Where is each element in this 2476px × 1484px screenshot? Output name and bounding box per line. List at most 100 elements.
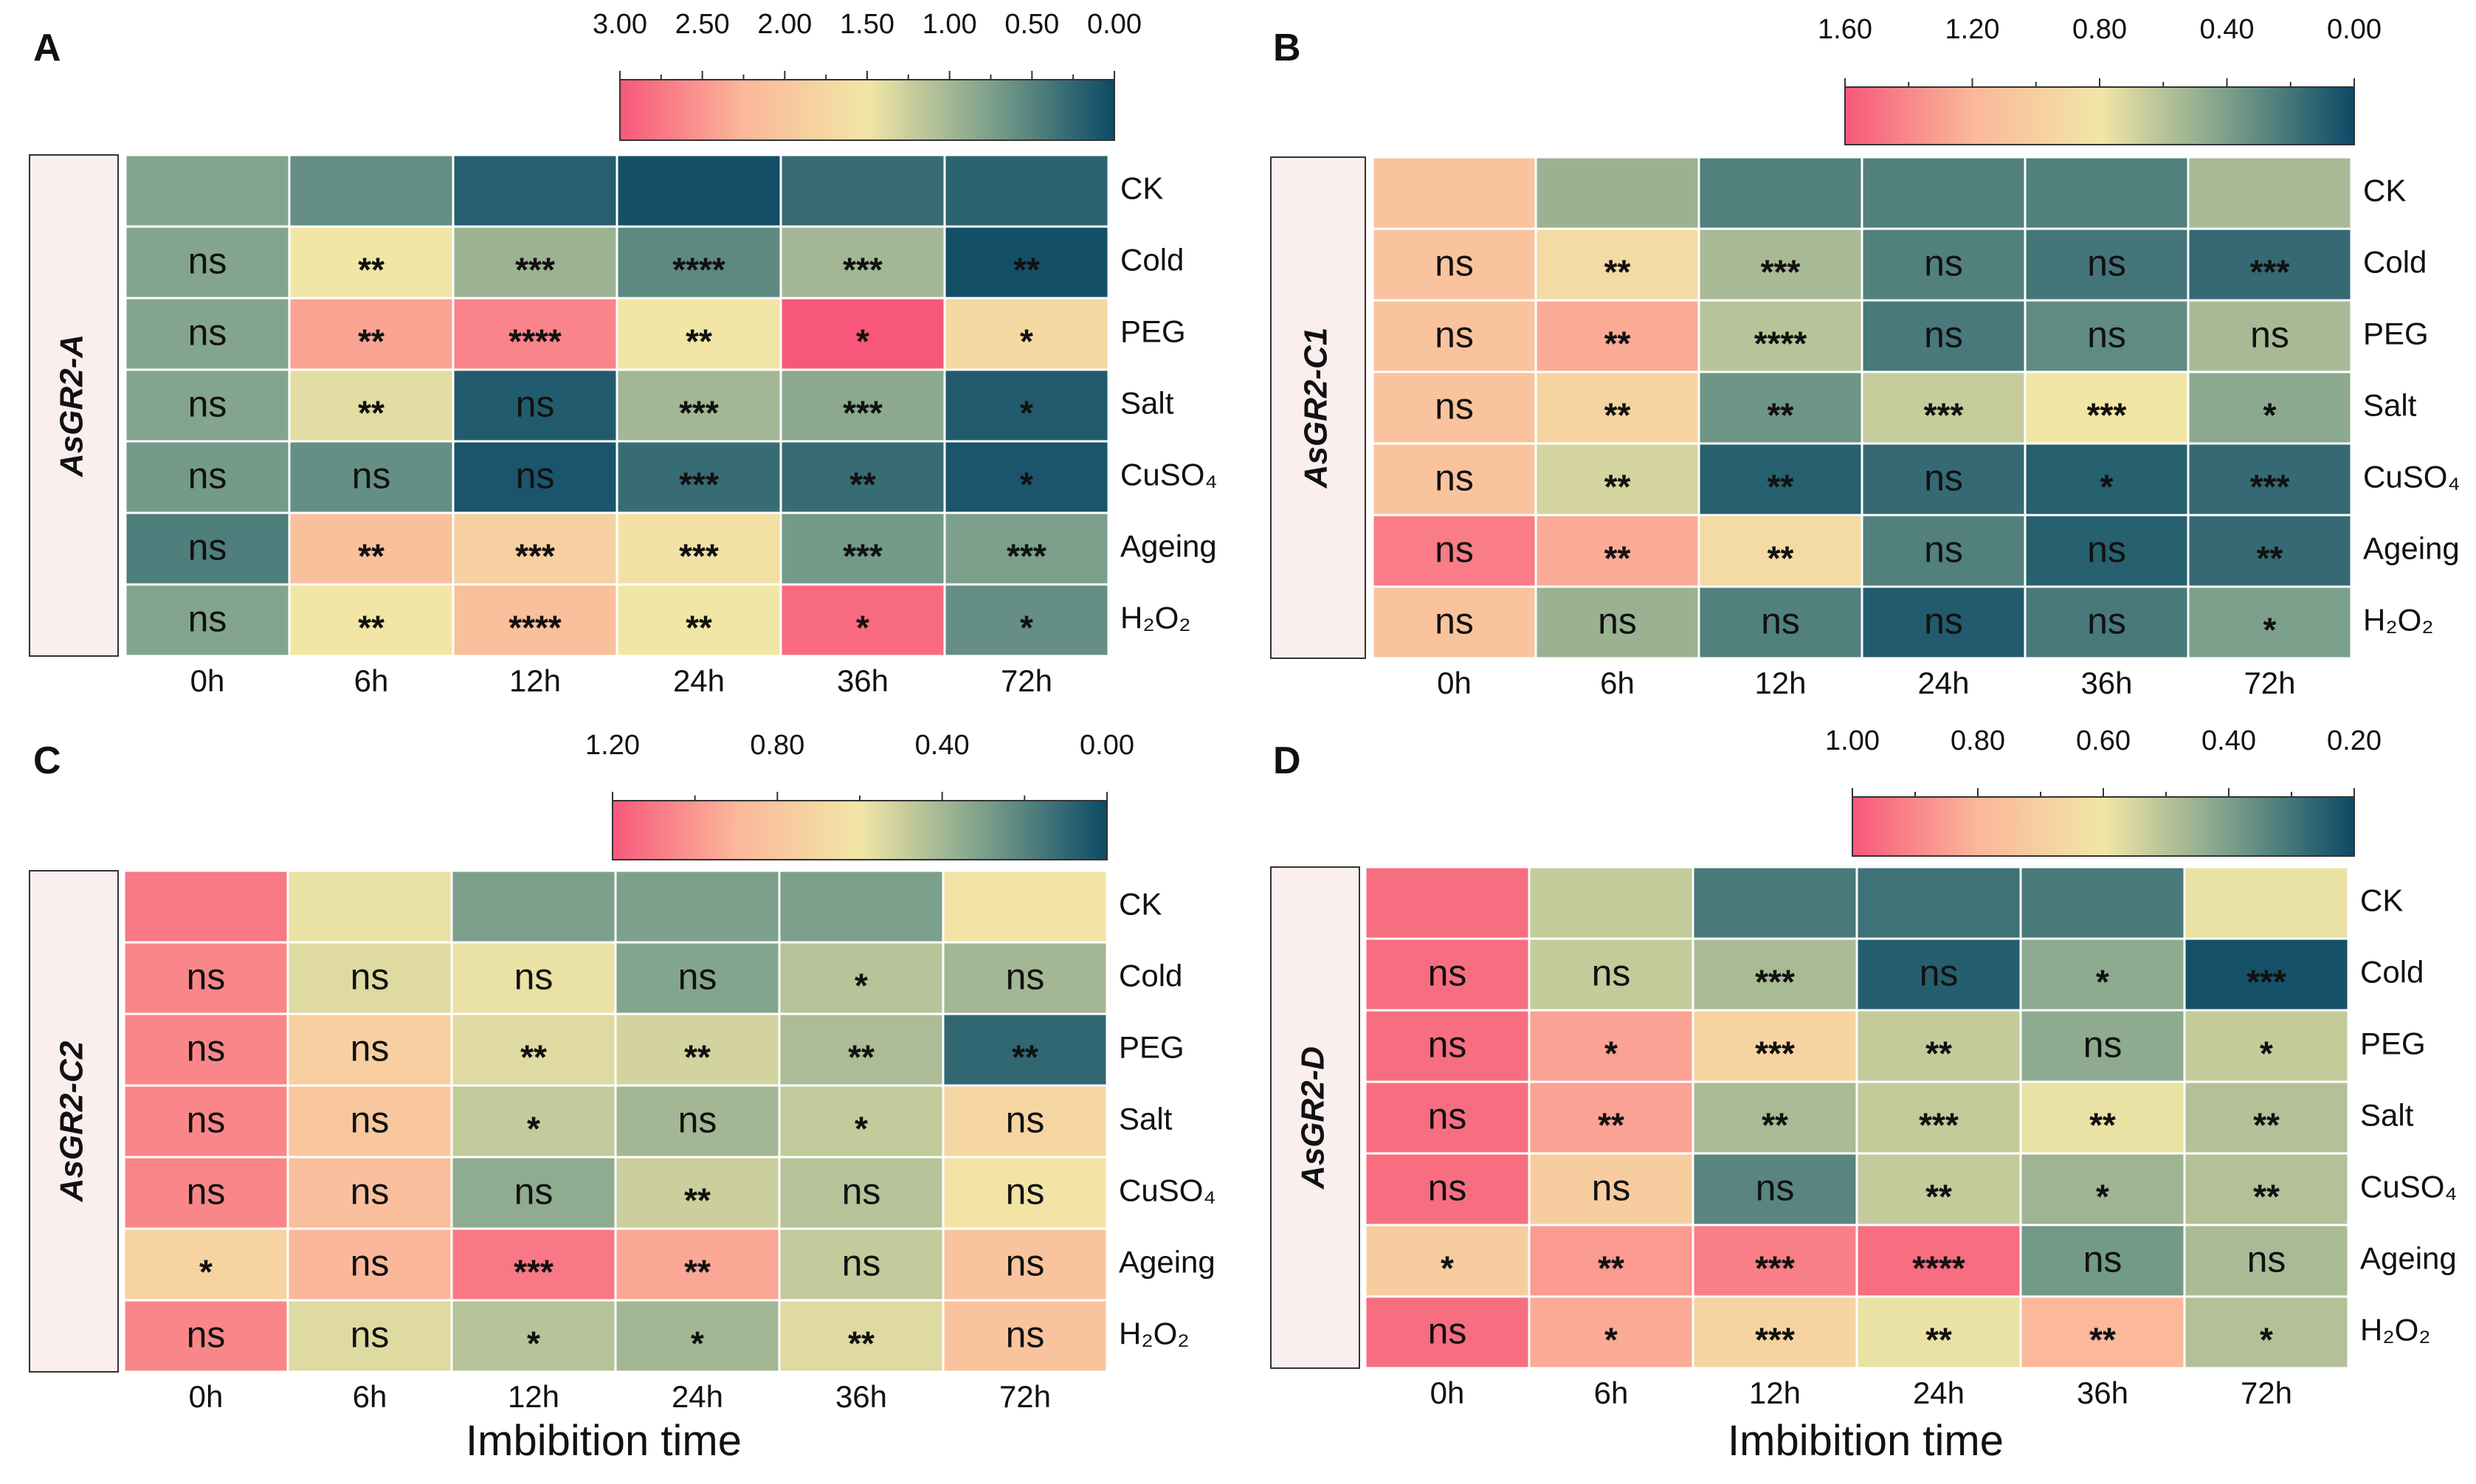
significance-label: ns: [1924, 314, 1963, 356]
heatmap-cell: [2187, 442, 2353, 517]
heatmap-cell: [1861, 514, 2027, 588]
heatmap-cell: [124, 440, 291, 514]
heatmap-cell: [1697, 514, 1863, 588]
row-label-ck: CK: [1120, 171, 1163, 206]
significance-label: **: [684, 1253, 711, 1291]
heatmap-cell: [2019, 1080, 2186, 1155]
significance-label: ***: [843, 251, 883, 289]
heatmap-cell: [1371, 514, 1537, 588]
heatmap-cell: [614, 1299, 781, 1373]
heatmap-cell: [1692, 1295, 1858, 1370]
colorbar-tick-label: 0.40: [2200, 14, 2255, 45]
heatmap-cell: [614, 1227, 781, 1302]
significance-label: **: [1598, 1249, 1624, 1288]
heatmap-cell: [1534, 370, 1700, 445]
significance-label: *: [1604, 1321, 1618, 1359]
heatmap-cell: [1692, 1080, 1858, 1155]
heatmap-cell: [1692, 1009, 1858, 1083]
gene-label-box: [1270, 156, 1366, 659]
significance-label: **: [1604, 253, 1631, 291]
heatmap-cell: [2019, 1009, 2186, 1083]
heatmap-cell: [1364, 1295, 1531, 1370]
row-label-h2o2: H₂O₂: [1120, 601, 1191, 635]
x-axis-title: Imbibition time: [1728, 1417, 2004, 1465]
colorbar-tick-label: 0.40: [2201, 725, 2256, 756]
significance-label: *: [855, 967, 868, 1005]
significance-label: *: [855, 1110, 868, 1148]
gene-label-box: [1270, 866, 1360, 1369]
significance-label: ***: [1761, 253, 1801, 291]
colorbar-tick-label: 3.00: [593, 9, 647, 40]
significance-label: ***: [2250, 468, 2290, 506]
heatmap-cell: [124, 153, 291, 228]
significance-label: *: [2096, 963, 2109, 1001]
colorbar: [1852, 796, 2355, 857]
significance-label: ns: [1592, 1167, 1631, 1209]
significance-label: *: [2096, 1178, 2109, 1216]
significance-label: ns: [516, 455, 555, 497]
significance-label: ***: [843, 537, 883, 576]
significance-label: **: [1925, 1178, 1952, 1216]
significance-label: ns: [187, 956, 226, 998]
colorbar-tick-label: 1.20: [1945, 14, 2000, 45]
colorbar-tick-label: 2.00: [757, 9, 812, 40]
heatmap-cell: [943, 511, 1110, 586]
significance-label: **: [1768, 539, 1794, 578]
heatmap-cell: [123, 869, 289, 944]
significance-label: ns: [351, 956, 390, 998]
row-label-ck: CK: [2363, 173, 2406, 208]
heatmap-cell: [2019, 1224, 2186, 1298]
significance-label: ns: [1592, 953, 1631, 994]
colorbar: [1844, 86, 2355, 145]
significance-label: **: [358, 322, 384, 361]
significance-label: ns: [187, 1100, 226, 1141]
significance-label: ***: [679, 537, 719, 576]
heatmap-cell: [1364, 1152, 1531, 1226]
significance-label: **: [1762, 1106, 1788, 1145]
heatmap-cell: [779, 225, 946, 300]
colorbar-tick-label: 0.50: [1004, 9, 1059, 40]
significance-label: ns: [351, 1171, 390, 1212]
significance-label: **: [1768, 396, 1794, 435]
heatmap-cell: [1371, 299, 1537, 373]
significance-label: ***: [514, 1253, 554, 1291]
significance-label: ***: [515, 537, 555, 576]
significance-label: ns: [187, 1314, 226, 1356]
heatmap-cell: [288, 153, 455, 228]
heatmap-cell: [615, 153, 782, 228]
row-label-peg: PEG: [1119, 1030, 1184, 1065]
row-label-cold: Cold: [1120, 243, 1184, 277]
heatmap-cell: [124, 225, 291, 300]
colorbar-tick-label: 0.80: [750, 730, 804, 761]
significance-label: **: [1013, 251, 1040, 289]
significance-label: ns: [1435, 386, 1474, 427]
column-label: 12h: [509, 663, 561, 698]
row-label-ageing: Ageing: [2363, 531, 2460, 566]
row-label-ck: CK: [1119, 887, 1162, 922]
heatmap-cell: [1528, 1080, 1694, 1155]
gene-label: AsGR2-A: [54, 334, 90, 477]
heatmap-cell: [1861, 299, 2027, 373]
row-label-peg: PEG: [2360, 1026, 2426, 1061]
gene-label: AsGR2-C1: [1298, 328, 1334, 489]
heatmap-cell: [2024, 370, 2190, 445]
x-axis-title: Imbibition time: [466, 1417, 742, 1465]
heatmap-cell: [1528, 1152, 1694, 1226]
significance-label: ns: [2087, 601, 2126, 642]
heatmap-cell: [1364, 1224, 1531, 1298]
significance-label: **: [1012, 1038, 1038, 1077]
heatmap-cell: [124, 368, 291, 443]
column-label: 0h: [189, 1379, 224, 1414]
significance-label: **: [1604, 539, 1631, 578]
significance-label: ***: [1924, 396, 1964, 435]
significance-label: **: [1598, 1106, 1624, 1145]
significance-label: ns: [1756, 1167, 1795, 1209]
significance-label: ****: [1912, 1249, 1965, 1288]
heatmap-cell: [1692, 1224, 1858, 1298]
significance-label: ns: [1435, 601, 1474, 642]
row-label-ageing: Ageing: [2360, 1241, 2457, 1276]
heatmap-cell: [615, 368, 782, 443]
significance-label: ns: [1435, 243, 1474, 284]
